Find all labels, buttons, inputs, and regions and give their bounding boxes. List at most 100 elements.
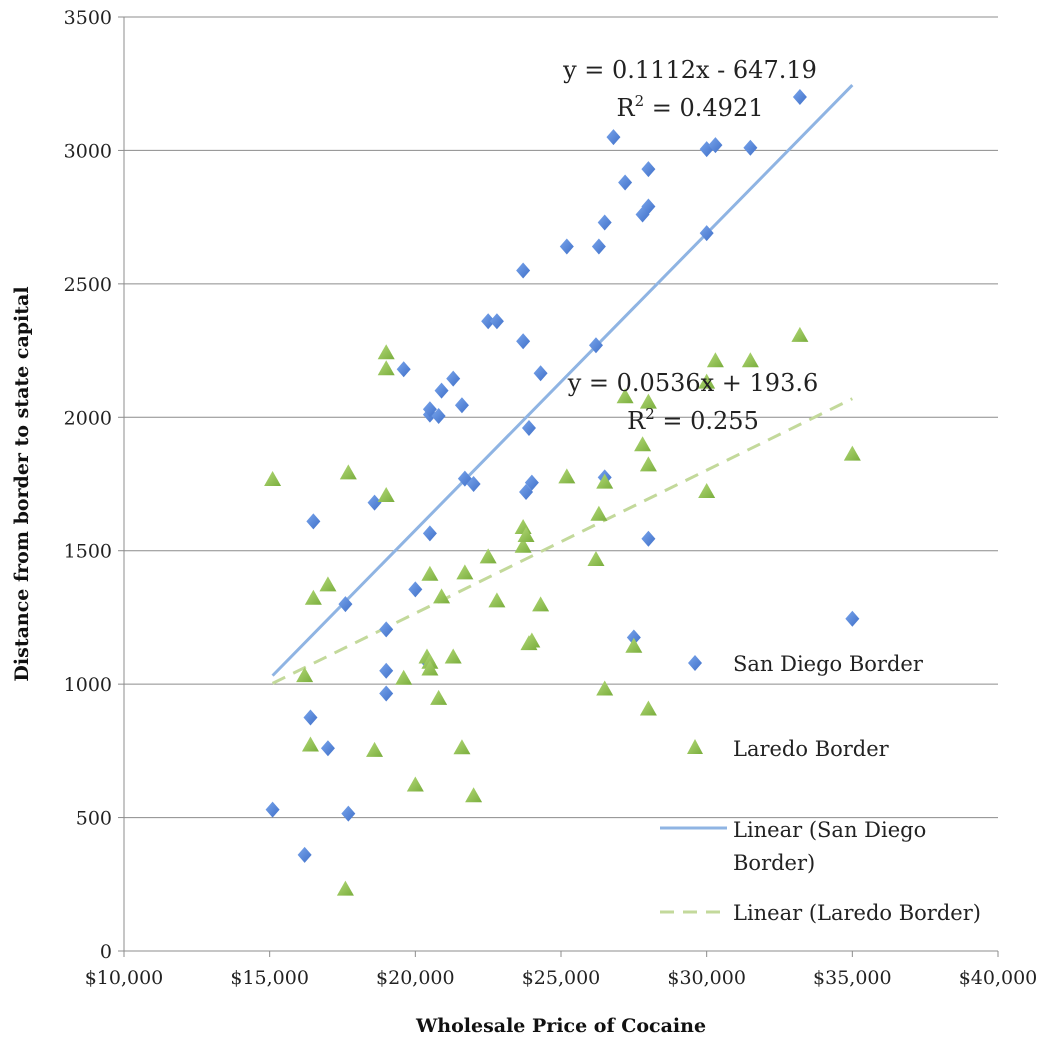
legend-label-san-diego-linear-2: Border) [733,851,815,875]
point-laredo [453,739,471,755]
point-laredo [843,445,861,461]
grid [124,16,998,819]
point-san-diego [367,494,382,511]
point-san-diego [422,525,437,542]
legend-item-san-diego: San Diego Border [688,652,924,676]
point-san-diego [303,709,318,726]
san-diego-r2-value: = 0.4921 [644,94,763,122]
point-san-diego [341,805,356,822]
y-tick-label: 0 [100,941,112,963]
legend-triangle-icon [687,739,703,754]
legend-label-laredo-linear: Linear (Laredo Border) [733,901,981,925]
point-laredo [639,700,657,716]
x-tick-label: $10,000 [85,967,164,989]
point-san-diego [489,313,504,330]
y-axis-title: Distance from border to state capital [11,286,33,681]
y-tick-label: 500 [76,808,112,830]
legend-item-san-diego-linear: Linear (San Diego Border) [660,818,926,875]
point-laredo [479,548,497,564]
point-san-diego [641,530,656,547]
point-san-diego [524,474,539,491]
san-diego-equation: y = 0.1112x - 647.19 R2 = 0.4921 [562,56,817,122]
laredo-equation-text: y = 0.0536x + 193.6 [567,369,819,397]
x-tick-label: $30,000 [667,967,746,989]
point-laredo [264,470,282,486]
legend-item-laredo-linear: Linear (Laredo Border) [660,901,981,925]
x-tick-label: $35,000 [813,967,892,989]
point-laredo [465,787,483,803]
point-san-diego [454,397,469,414]
point-san-diego [533,365,548,382]
point-san-diego [597,214,612,231]
point-san-diego [743,139,758,156]
point-laredo [698,373,716,389]
point-laredo [301,736,319,752]
point-san-diego [606,129,621,146]
laredo-r2-prefix: R [627,407,646,435]
y-tick-label: 3000 [64,140,112,162]
point-laredo [514,519,532,535]
point-san-diego [699,225,714,242]
point-san-diego [265,801,280,818]
point-laredo [698,483,716,499]
legend-label-san-diego-linear-1: Linear (San Diego [733,818,926,842]
point-san-diego [434,382,449,399]
point-san-diego [641,161,656,178]
legend-label-san-diego: San Diego Border [733,652,924,676]
point-laredo [488,592,506,608]
legend-item-laredo: Laredo Border [687,737,890,761]
point-laredo [639,393,657,409]
point-laredo [377,344,395,360]
point-laredo [741,352,759,368]
point-san-diego [446,370,461,387]
point-laredo [596,680,614,696]
point-san-diego [481,313,496,330]
y-tick-label: 1000 [64,674,112,696]
point-laredo [366,741,384,757]
legend-diamond-icon [688,655,702,671]
point-laredo [421,565,439,581]
point-laredo [587,551,605,567]
point-laredo [319,576,337,592]
x-tick-label: $40,000 [959,967,1038,989]
point-laredo [377,487,395,503]
point-san-diego [466,476,481,492]
point-san-diego [408,581,423,598]
point-san-diego [338,596,353,613]
point-san-diego [379,685,394,702]
point-laredo [444,648,462,664]
point-san-diego [516,262,531,279]
laredo-r2-value: = 0.255 [655,407,759,435]
legend: San Diego Border Laredo Border Linear (S… [660,652,981,925]
trendline-laredo [271,397,853,685]
point-laredo [339,464,357,480]
point-laredo [304,589,322,605]
point-laredo [406,776,424,792]
point-san-diego [618,174,633,191]
point-laredo [596,473,614,489]
point-laredo [433,588,451,604]
point-san-diego [708,137,723,154]
x-tick-label: $15,000 [230,967,309,989]
laredo-equation: y = 0.0536x + 193.6 R2 = 0.255 [567,369,819,435]
point-san-diego [516,333,531,350]
point-san-diego [431,407,446,424]
legend-label-laredo: Laredo Border [733,737,890,761]
point-laredo [590,505,608,521]
trendlines [271,84,854,685]
point-san-diego [422,401,437,418]
point-san-diego [588,337,603,354]
point-san-diego [297,846,312,863]
san-diego-equation-text: y = 0.1112x - 647.19 [562,56,817,84]
point-laredo [532,596,550,612]
point-laredo [395,669,413,685]
point-laredo [296,667,314,683]
point-laredo [514,537,532,553]
point-san-diego [641,198,656,215]
x-axis-title: Wholesale Price of Cocaine [415,1015,706,1037]
point-laredo [517,527,535,543]
point-laredo [639,456,657,472]
point-laredo [430,689,448,705]
data-points [264,89,861,896]
